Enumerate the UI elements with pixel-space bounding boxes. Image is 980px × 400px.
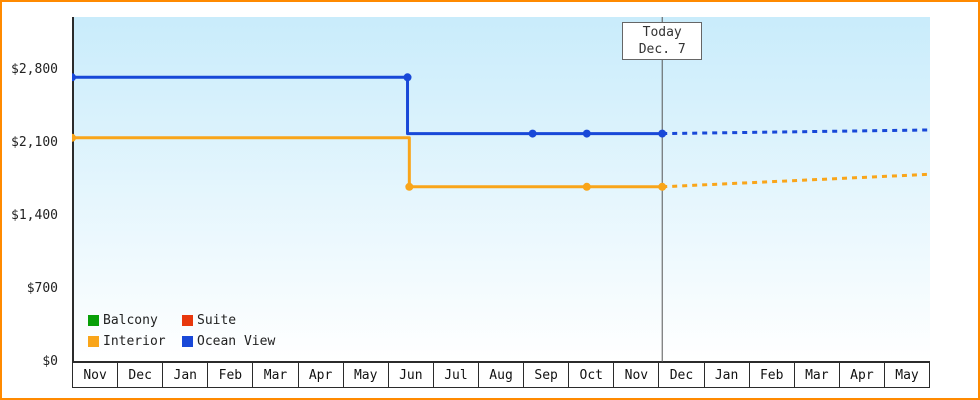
month-label-15: Feb [748, 362, 795, 388]
month-label-14: Jan [703, 362, 750, 388]
data-point-ocean-view [72, 73, 76, 82]
legend-swatch-suite [182, 315, 193, 326]
month-label-6: May [342, 362, 389, 388]
data-point-interior [658, 182, 667, 191]
legend-item-ocean-view: Ocean View [182, 334, 275, 349]
data-point-interior [582, 182, 591, 191]
chart-legend: Balcony Suite Interior Ocean View [88, 313, 275, 349]
legend-label: Balcony [103, 313, 158, 328]
month-label-17: Apr [838, 362, 885, 388]
legend-item-balcony: Balcony [88, 313, 182, 328]
month-label-18: May [883, 362, 931, 388]
data-point-interior [72, 133, 76, 142]
month-label-2: Jan [162, 362, 209, 388]
month-label-1: Dec [117, 362, 164, 388]
data-point-ocean-view [658, 129, 667, 138]
y-axis-label: $1,400 [11, 207, 58, 223]
month-label-9: Aug [477, 362, 525, 388]
data-point-interior [405, 182, 414, 191]
month-label-16: Mar [793, 362, 840, 388]
month-label-10: Sep [523, 362, 570, 388]
legend-swatch-interior [88, 336, 99, 347]
y-axis-label: $2,800 [11, 61, 58, 77]
today-marker-label: Today Dec. 7 [622, 22, 703, 60]
month-label-7: Jun [387, 362, 434, 388]
legend-swatch-ocean-view [182, 336, 193, 347]
chart-canvas [72, 17, 930, 362]
y-axis-label: $2,100 [11, 134, 58, 150]
series-line-ocean-view [72, 75, 663, 136]
month-label-4: Mar [252, 362, 299, 388]
series-line-interior [72, 136, 663, 189]
month-label-12: Nov [613, 362, 660, 388]
today-label-line2: Dec. 7 [638, 42, 686, 57]
legend-item-suite: Suite [182, 313, 275, 328]
month-label-3: Feb [207, 362, 254, 388]
legend-swatch-balcony [88, 315, 99, 326]
data-point-ocean-view [528, 129, 537, 138]
today-label-line1: Today [642, 25, 682, 40]
y-axis-label: $0 [42, 354, 58, 369]
legend-label: Suite [197, 313, 237, 328]
month-label-13: Dec [658, 362, 705, 388]
legend-label: Interior [103, 334, 166, 349]
legend-label: Ocean View [197, 334, 276, 349]
series-forecast-interior [662, 172, 930, 189]
series-forecast-ocean-view [662, 128, 930, 136]
data-point-ocean-view [582, 129, 591, 138]
month-label-11: Oct [568, 362, 615, 388]
legend-item-interior: Interior [88, 334, 182, 349]
month-label-8: Jul [432, 362, 479, 388]
plot-area [72, 17, 930, 362]
y-axis-label: $700 [26, 280, 58, 296]
data-point-ocean-view [403, 73, 412, 82]
x-axis: Nov Dec Jan Feb Mar Apr May Jun Jul Aug Sep Oct Nov D… [72, 362, 931, 388]
month-label-0: Nov [72, 362, 119, 388]
month-label-5: Apr [297, 362, 344, 388]
